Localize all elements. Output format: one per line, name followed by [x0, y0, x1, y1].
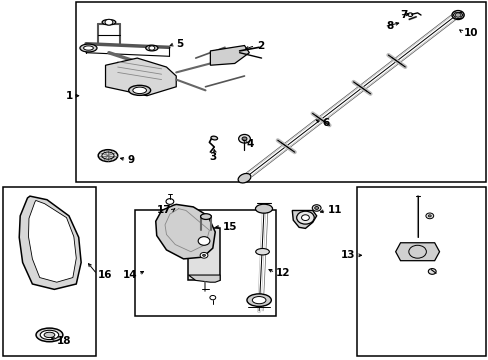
- Ellipse shape: [102, 19, 116, 25]
- Ellipse shape: [408, 247, 425, 256]
- Circle shape: [149, 46, 155, 50]
- Circle shape: [427, 215, 430, 217]
- Text: 6: 6: [322, 118, 329, 128]
- Text: 17: 17: [157, 206, 171, 216]
- Text: 2: 2: [256, 41, 264, 50]
- Polygon shape: [28, 201, 76, 282]
- Text: 11: 11: [327, 206, 341, 216]
- Ellipse shape: [133, 87, 146, 94]
- Polygon shape: [156, 204, 215, 259]
- Circle shape: [202, 254, 205, 256]
- Text: 9: 9: [127, 155, 134, 165]
- Text: 1: 1: [65, 91, 73, 101]
- Ellipse shape: [83, 46, 93, 50]
- Text: 14: 14: [122, 270, 137, 280]
- Bar: [135, 211, 276, 316]
- Text: 13: 13: [340, 250, 354, 260]
- Ellipse shape: [128, 85, 150, 95]
- Circle shape: [425, 213, 433, 219]
- Circle shape: [200, 252, 207, 258]
- Circle shape: [238, 134, 250, 143]
- Circle shape: [242, 137, 246, 140]
- Text: 7: 7: [400, 10, 407, 20]
- Ellipse shape: [255, 204, 272, 213]
- Ellipse shape: [44, 332, 55, 338]
- Ellipse shape: [252, 297, 265, 304]
- Ellipse shape: [98, 150, 118, 162]
- Ellipse shape: [200, 214, 211, 220]
- Polygon shape: [292, 211, 316, 228]
- Circle shape: [312, 205, 321, 211]
- Circle shape: [314, 207, 318, 210]
- Text: 15: 15: [222, 222, 237, 231]
- Text: 5: 5: [176, 39, 183, 49]
- Text: 10: 10: [463, 28, 477, 38]
- Text: 12: 12: [276, 268, 290, 278]
- Polygon shape: [19, 196, 81, 289]
- Text: 18: 18: [57, 336, 71, 346]
- Bar: [188, 228, 220, 280]
- Text: 16: 16: [98, 270, 113, 280]
- Circle shape: [427, 269, 435, 274]
- Circle shape: [454, 13, 460, 17]
- Ellipse shape: [255, 248, 269, 255]
- Ellipse shape: [451, 10, 463, 19]
- Ellipse shape: [36, 328, 63, 342]
- Ellipse shape: [246, 294, 271, 306]
- Text: 3: 3: [209, 152, 216, 162]
- Ellipse shape: [402, 244, 431, 260]
- Polygon shape: [105, 58, 176, 96]
- Bar: [356, 187, 485, 356]
- Ellipse shape: [210, 136, 217, 140]
- Bar: [76, 3, 485, 182]
- Bar: [3, 187, 96, 356]
- Circle shape: [301, 215, 309, 221]
- Polygon shape: [188, 275, 220, 282]
- Circle shape: [198, 237, 209, 245]
- Text: 4: 4: [246, 139, 254, 149]
- Ellipse shape: [40, 330, 59, 339]
- Ellipse shape: [80, 44, 97, 52]
- Text: 8: 8: [385, 21, 392, 31]
- Ellipse shape: [238, 174, 250, 183]
- Polygon shape: [210, 45, 249, 65]
- Circle shape: [296, 211, 314, 224]
- Ellipse shape: [145, 45, 158, 51]
- Circle shape: [105, 19, 113, 25]
- Polygon shape: [395, 243, 439, 261]
